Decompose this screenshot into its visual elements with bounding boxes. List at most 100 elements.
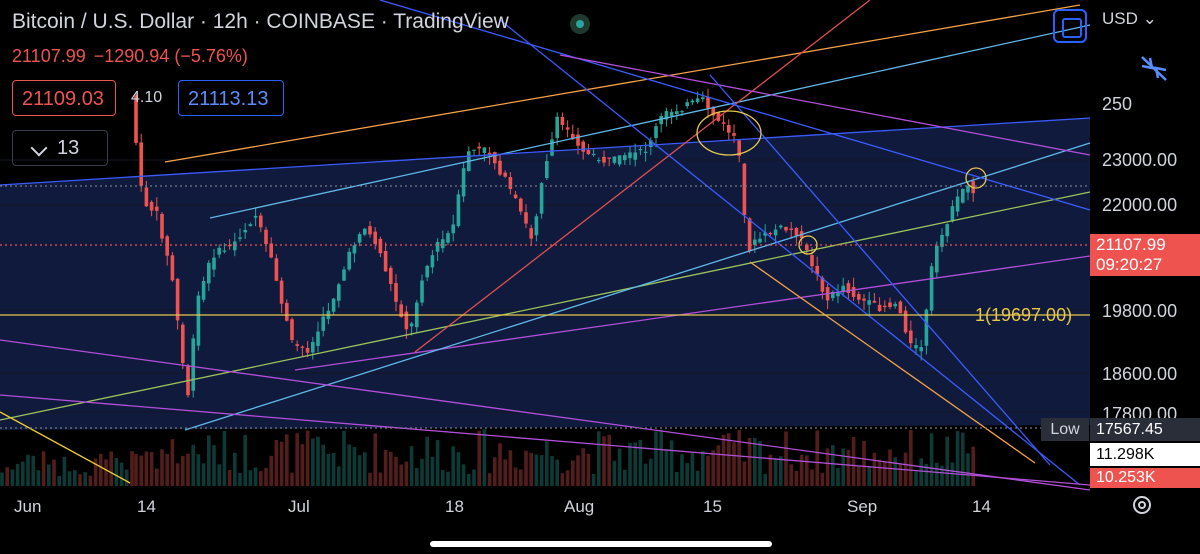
candle-body	[914, 345, 918, 349]
volume-bar	[73, 470, 77, 486]
volume-bar	[716, 445, 721, 486]
candle-body	[690, 100, 695, 103]
candle-body	[451, 224, 455, 234]
candle-body	[747, 218, 752, 252]
volume-bar	[789, 464, 793, 486]
candle-body	[217, 247, 221, 255]
volume-bar	[747, 438, 752, 486]
volume-bar	[581, 448, 585, 486]
candle-body	[784, 226, 788, 231]
volume-bar	[742, 461, 747, 486]
volume-bar	[399, 464, 403, 486]
symbol-title[interactable]: Bitcoin / U.S. Dollar · 12h · COINBASE ·…	[12, 10, 509, 33]
candle-body	[248, 224, 253, 227]
volume-bar	[493, 457, 497, 486]
volume-bar	[836, 467, 840, 486]
volume-bar	[971, 446, 975, 486]
candle-body	[534, 216, 539, 236]
volume-bar	[711, 450, 715, 486]
candle-body	[877, 304, 882, 312]
candle-body	[368, 226, 372, 235]
currency-selector[interactable]: USD ⌄	[1102, 9, 1157, 28]
candle-body	[394, 283, 398, 302]
candle-body	[227, 245, 232, 247]
candle-body	[212, 257, 216, 270]
candle-body	[461, 168, 466, 197]
candle-body	[742, 163, 747, 216]
candle-body	[898, 301, 903, 314]
volume-bar	[482, 429, 487, 486]
candle-body	[711, 107, 715, 116]
volume-bar	[607, 434, 611, 486]
candle-body	[508, 177, 513, 190]
volume-bar	[534, 454, 539, 486]
candle-body	[259, 215, 263, 228]
volume-bar	[602, 436, 606, 486]
candle-body	[337, 284, 341, 301]
volume-bar	[222, 430, 227, 486]
volume-bar	[5, 467, 9, 486]
volume-bar	[664, 448, 669, 486]
candle-body	[571, 133, 575, 138]
candle-body	[456, 194, 461, 227]
volume-bar	[420, 458, 424, 486]
candle-body	[649, 140, 653, 147]
volume-bar	[279, 441, 284, 486]
volume-bar	[591, 473, 596, 486]
candle-body	[654, 126, 658, 138]
volume-bar	[820, 472, 825, 486]
volume-bar	[571, 460, 575, 486]
collapse-arrows-icon[interactable]	[1141, 56, 1167, 81]
volume-bar	[316, 436, 320, 486]
candle-body	[794, 227, 799, 236]
candle-body	[701, 97, 705, 99]
price-axis-label: 19800.00	[1102, 301, 1178, 321]
settings-gear-icon[interactable]	[1133, 496, 1151, 514]
candle-body	[550, 139, 554, 156]
volume-bar	[659, 429, 663, 486]
sell-button[interactable]: 21109.03	[12, 80, 116, 116]
volume-bar	[52, 459, 56, 486]
candle-body	[389, 267, 393, 284]
volume-bar	[435, 440, 440, 486]
volume-bar	[519, 469, 523, 486]
home-indicator[interactable]	[430, 541, 772, 547]
candle-body	[675, 111, 679, 115]
volume-bar	[888, 449, 892, 486]
volume-bar	[768, 454, 773, 486]
volume-bar	[914, 471, 918, 486]
volume-bar	[929, 433, 934, 486]
candle-body	[581, 141, 585, 152]
volume-bar	[675, 472, 679, 486]
spread-value: 4.10	[131, 89, 163, 106]
volume-bar	[680, 454, 684, 486]
time-axis-label: Jul	[288, 497, 310, 516]
candle-body	[940, 234, 944, 247]
volume-bar	[924, 463, 929, 486]
candle-body	[633, 152, 637, 160]
candle-body	[903, 310, 908, 333]
candle-body	[763, 232, 767, 236]
volume-bar	[259, 471, 263, 486]
volume-bar	[352, 447, 357, 486]
candle-body	[290, 319, 294, 340]
candle-body	[638, 149, 643, 151]
price-axis-label: 23000.00	[1102, 150, 1178, 170]
volume-bar	[467, 473, 471, 486]
fullscreen-icon[interactable]	[1053, 9, 1087, 43]
low-label: Low	[1041, 418, 1089, 441]
volume-bar	[545, 441, 549, 486]
candle-body	[961, 188, 965, 203]
candle-body	[737, 140, 741, 156]
indicators-toggle-button[interactable]: 13	[12, 130, 108, 166]
volume-bar	[555, 459, 559, 486]
volume-bar	[451, 446, 455, 486]
buy-button[interactable]: 21113.13	[178, 80, 284, 116]
candle-body	[758, 238, 762, 243]
candle-body	[441, 239, 445, 249]
volume-bar	[47, 464, 51, 486]
time-axis-label: 18	[445, 497, 464, 516]
volume-bar	[342, 430, 346, 486]
candle-body	[857, 294, 861, 300]
